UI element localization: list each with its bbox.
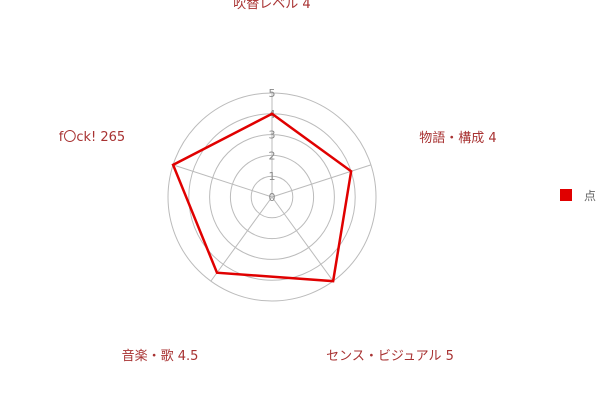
grid-spoke xyxy=(210,196,273,282)
tick-label: 2 xyxy=(269,149,276,162)
grid-spoke xyxy=(271,164,372,198)
grid-spoke xyxy=(172,164,273,198)
axis-label: 吹替レベル 4 xyxy=(233,0,310,12)
axis-label: f〇ck! 265 xyxy=(59,130,125,145)
legend-swatch xyxy=(560,189,572,201)
grid-spoke xyxy=(271,196,334,282)
tick-label: 0 xyxy=(269,191,276,204)
axis-label: 音楽・歌 4.5 xyxy=(122,348,199,364)
axis-label: 物語・構成 4 xyxy=(419,130,496,146)
axis-label: センス・ビジュアル 5 xyxy=(326,349,454,364)
tick-label: 3 xyxy=(269,129,276,142)
tick-label: 1 xyxy=(269,170,276,183)
legend-label: 点 xyxy=(584,189,596,203)
tick-label: 5 xyxy=(269,87,276,100)
series-line xyxy=(171,112,353,283)
